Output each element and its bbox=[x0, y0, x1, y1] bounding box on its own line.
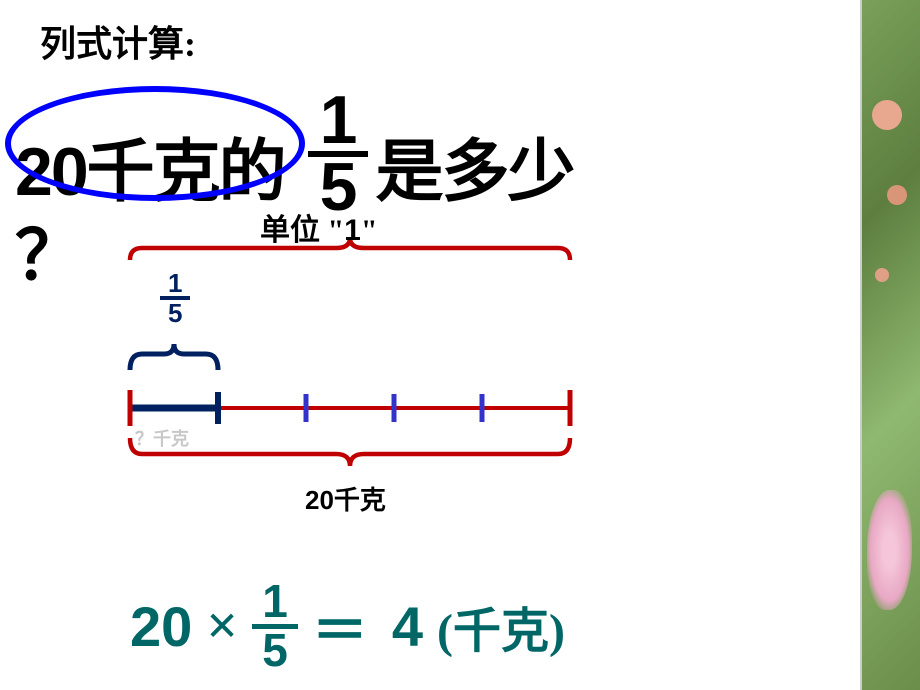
answer-unit-text: 千克 bbox=[453, 605, 549, 658]
equals-sign: ＝ bbox=[312, 586, 368, 667]
top-brace bbox=[130, 240, 570, 260]
question-de: 的 bbox=[219, 134, 285, 210]
header-title: 列式计算: bbox=[40, 15, 196, 67]
segment-fraction-label: 1 5 bbox=[160, 270, 190, 326]
total-kg-unit: 千克 bbox=[334, 486, 386, 515]
total-kg-label: 20千克 bbox=[305, 480, 386, 517]
fraction-numerator: 1 bbox=[308, 90, 368, 157]
question-fraction: 1 5 bbox=[308, 90, 368, 218]
decorative-sidebar bbox=[860, 0, 920, 690]
answer-fraction: 1 5 bbox=[252, 580, 298, 672]
question-mark: ？ bbox=[15, 200, 83, 299]
answer-frac-num: 1 bbox=[252, 580, 298, 629]
answer-lhs: 20 bbox=[130, 594, 192, 659]
paren-open: ( bbox=[437, 605, 453, 658]
multiply-sign: × bbox=[206, 594, 238, 658]
total-kg-num: 20 bbox=[305, 485, 334, 515]
unknown-kg-label: ？千克 bbox=[135, 425, 189, 451]
small-brace bbox=[130, 344, 218, 370]
seg-frac-den: 5 bbox=[160, 300, 190, 326]
question-text: 20千克的 1 5 是多少 bbox=[15, 90, 574, 218]
seg-frac-num: 1 bbox=[160, 270, 190, 300]
paren-close: ) bbox=[549, 605, 565, 658]
question-value: 20 bbox=[15, 134, 87, 210]
answer-frac-den: 5 bbox=[252, 629, 298, 673]
question-tail: 是多少 bbox=[376, 134, 574, 210]
answer-result: 4 bbox=[382, 594, 423, 659]
answer-equation: 20 × 1 5 ＝ 4 (千克) bbox=[130, 580, 565, 672]
bottom-brace bbox=[130, 438, 570, 466]
answer-unit: (千克) bbox=[437, 591, 565, 661]
question-unit: 千克 bbox=[87, 134, 219, 210]
number-line-diagram: 1 5 ？千克 20千克 bbox=[80, 240, 600, 520]
